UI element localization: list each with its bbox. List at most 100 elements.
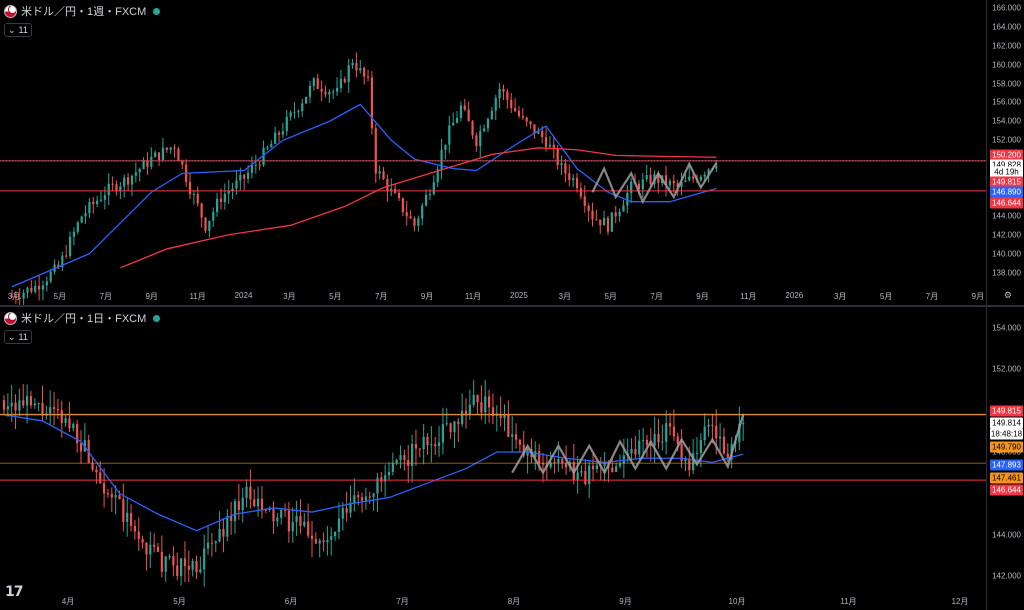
market-open-dot-icon [153,314,161,322]
candle-body [280,510,283,518]
candle-body [249,486,252,500]
daily-price-axis[interactable]: 154.000152.000150.000148.000146.000144.0… [986,307,1024,610]
time-axis-label: 11月 [464,292,482,301]
candle-body [235,180,238,189]
daily-chart-canvas[interactable] [0,307,1024,610]
candle-body [556,148,559,166]
moving-average-line-0[interactable] [11,103,717,288]
price-tick-label: 154.000 [992,116,1021,126]
candle-body [488,396,491,408]
settings-gear-icon[interactable]: ⚙ [1003,290,1012,300]
candle-body [277,132,281,135]
candle-body [413,218,416,226]
candle-body [418,448,421,450]
candle-body [322,540,325,543]
pane-separator[interactable] [0,305,1024,307]
candle-body [103,483,106,494]
candle-body [668,180,671,186]
candle-body [657,433,660,443]
weekly-price-axis[interactable]: 166.000 164.000 162.000 160.000 158.000 156.0… [986,0,1024,305]
candle-body [37,285,41,290]
daily-symbol-legend[interactable]: 米ドル／円・1日・FXCM [4,310,161,326]
candle-body [638,440,641,455]
time-axis-label: 9月 [619,597,632,606]
candle-body [452,122,455,126]
candle-body [239,174,242,181]
candle-body [603,462,606,467]
time-axis-label: 5月 [879,292,893,301]
candle-body [145,542,148,555]
candle-body [440,149,443,170]
time-axis-label: 12月 [951,597,969,606]
moving-average-line-0[interactable] [3,414,744,532]
candle-body [6,406,9,410]
candle-body [653,433,656,446]
tradingview-logo[interactable]: 17 [5,584,24,600]
candle-body [378,171,381,174]
weekly-chart-canvas[interactable] [0,0,1024,305]
candle-body [154,152,157,158]
candle-body [64,418,67,424]
candle-body [468,404,471,415]
zigzag-drawing[interactable] [591,161,718,205]
candle-body [326,539,329,543]
time-axis-label: 9月 [420,292,434,301]
level-high-tag: 149.815 [990,405,1023,417]
candle-body [127,177,130,185]
candle-body [432,182,435,195]
daily-chart-pane[interactable]: 米ドル／円・1日・FXCM ⌄ 11 154.000152.000150.000… [0,307,1024,610]
candle-body [250,165,254,173]
candle-body [430,444,433,446]
candle-body [363,67,366,77]
moving-average-line-1[interactable] [120,147,717,269]
zigzag-drawing[interactable] [511,414,745,476]
time-axis-label: 11月 [740,292,757,301]
candle-body [703,174,706,177]
candle-body [399,455,402,461]
candle-body [351,62,354,66]
candle-body [436,169,439,183]
candle-body [397,192,401,199]
candle-body [216,198,219,212]
time-axis-label: 2025 [509,291,528,300]
candle-body [534,450,537,458]
candle-body [353,495,356,503]
candle-body [341,508,344,519]
candle-body [49,407,52,414]
candle-body [318,540,321,544]
candle-body [349,502,352,513]
candle-body [106,493,110,495]
candle-body [110,493,113,498]
candle-body [599,219,602,226]
candle-body [424,194,428,206]
candle-body [719,436,722,439]
candle-body [498,88,501,99]
candle-body [161,147,165,160]
candle-body [227,191,230,194]
candle-body [668,423,672,427]
daily-indicators-toggle[interactable]: ⌄ 11 [4,330,32,344]
candle-body [68,418,71,429]
level-low-tag: 146.644 [990,484,1023,496]
candle-body [494,98,497,111]
candle-body [274,132,277,144]
candle-body [499,413,502,418]
candle-body [634,449,637,455]
candle-body [514,434,518,440]
candle-body [672,180,675,184]
candle-body [18,400,21,411]
candle-body [339,78,343,88]
market-open-dot-icon [153,7,161,15]
candle-body [200,203,203,218]
weekly-symbol-legend[interactable]: 米ドル／円・1週・FXCM [4,3,161,19]
candle-body [343,78,346,82]
candle-body [461,410,464,425]
candle-body [565,463,568,468]
weekly-indicators-toggle[interactable]: ⌄ 11 [4,23,32,37]
ma-blue-tag: 146.890 [990,186,1023,198]
candle-body [368,496,371,498]
candle-body [707,424,710,427]
time-axis-label: 11月 [189,292,206,301]
weekly-chart-pane[interactable]: 米ドル／円・1週・FXCM ⌄ 11 166.000 164.000 162.000… [0,0,1024,305]
us-jp-flag-icon [4,4,17,18]
